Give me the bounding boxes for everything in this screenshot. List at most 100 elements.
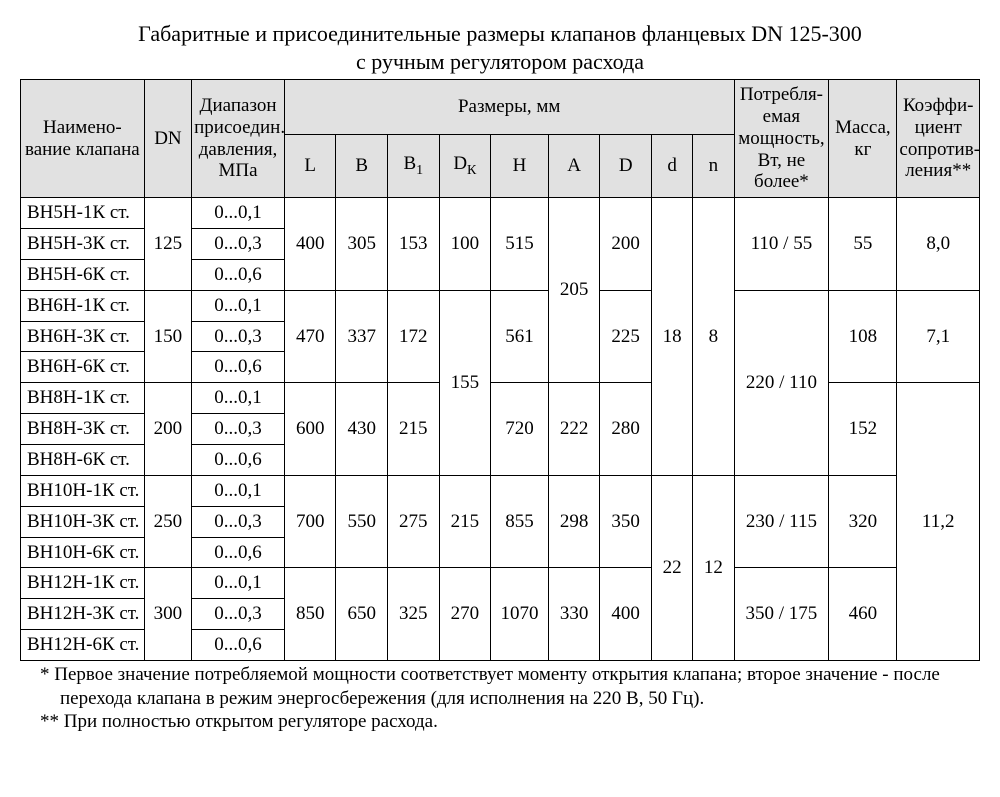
- col-d: d: [651, 135, 692, 198]
- cell-coef: 7,1: [897, 290, 980, 383]
- table-row: ВН8Н-1К ст. 200 0...0,1 600 430 215 720 …: [21, 383, 980, 414]
- footnote-star: * Первое значение потребляемой мощности …: [60, 663, 980, 711]
- cell-B1: 153: [388, 198, 440, 291]
- cell-power: 230 / 115: [734, 475, 829, 568]
- valve-name: ВН12Н-3К ст.: [21, 599, 145, 630]
- cell-B: 430: [336, 383, 388, 476]
- cell-pressure: 0...0,3: [192, 229, 285, 260]
- valve-name: ВН5Н-6К ст.: [21, 259, 145, 290]
- col-B1: B1: [388, 135, 440, 198]
- cell-power: 220 / 110: [734, 290, 829, 475]
- cell-pressure: 0...0,1: [192, 198, 285, 229]
- cell-D: 350: [600, 475, 652, 568]
- col-name: Наимено- вание клапана: [21, 80, 145, 198]
- cell-A: 222: [548, 383, 600, 476]
- cell-L: 600: [284, 383, 336, 476]
- cell-L: 850: [284, 568, 336, 661]
- table-row: ВН10Н-1К ст. 250 0...0,1 700 550 275 215…: [21, 475, 980, 506]
- title-line1: Габаритные и присоединительные размеры к…: [138, 21, 862, 46]
- cell-D: 280: [600, 383, 652, 476]
- valve-name: ВН10Н-6К ст.: [21, 537, 145, 568]
- col-Dk: DК: [439, 135, 491, 198]
- cell-Dk: 100: [439, 198, 491, 291]
- cell-mass: 152: [829, 383, 897, 476]
- cell-mass: 55: [829, 198, 897, 291]
- col-pressure: Диапазон присоедин. давления, МПа: [192, 80, 285, 198]
- cell-B: 550: [336, 475, 388, 568]
- cell-D: 200: [600, 198, 652, 291]
- page-title: Габаритные и присоединительные размеры к…: [20, 20, 980, 75]
- cell-L: 400: [284, 198, 336, 291]
- cell-H: 720: [491, 383, 549, 476]
- cell-mass: 460: [829, 568, 897, 661]
- cell-n: 8: [693, 198, 734, 476]
- cell-Dk: 270: [439, 568, 491, 661]
- valve-name: ВН6Н-1К ст.: [21, 290, 145, 321]
- cell-pressure: 0...0,6: [192, 537, 285, 568]
- cell-B: 305: [336, 198, 388, 291]
- cell-pressure: 0...0,1: [192, 475, 285, 506]
- cell-dn: 150: [144, 290, 191, 383]
- cell-B1: 325: [388, 568, 440, 661]
- col-H: H: [491, 135, 549, 198]
- cell-pressure: 0...0,3: [192, 506, 285, 537]
- valve-name: ВН8Н-6К ст.: [21, 444, 145, 475]
- cell-n: 12: [693, 475, 734, 660]
- cell-pressure: 0...0,3: [192, 414, 285, 445]
- cell-mass: 108: [829, 290, 897, 383]
- cell-A: 330: [548, 568, 600, 661]
- col-n: n: [693, 135, 734, 198]
- cell-dn: 125: [144, 198, 191, 291]
- cell-D: 400: [600, 568, 652, 661]
- col-B: B: [336, 135, 388, 198]
- valve-name: ВН5Н-3К ст.: [21, 229, 145, 260]
- cell-power: 350 / 175: [734, 568, 829, 661]
- valve-name: ВН12Н-6К ст.: [21, 630, 145, 661]
- cell-pressure: 0...0,3: [192, 321, 285, 352]
- cell-pressure: 0...0,1: [192, 568, 285, 599]
- cell-L: 700: [284, 475, 336, 568]
- col-power: Потребля- емая мощность, Вт, не более*: [734, 80, 829, 198]
- cell-dn: 300: [144, 568, 191, 661]
- cell-coef: 8,0: [897, 198, 980, 291]
- valve-name: ВН8Н-3К ст.: [21, 414, 145, 445]
- col-coef: Коэффи- циент сопротив- ления**: [897, 80, 980, 198]
- cell-B: 337: [336, 290, 388, 383]
- valve-name: ВН12Н-1К ст.: [21, 568, 145, 599]
- cell-mass: 320: [829, 475, 897, 568]
- valve-name: ВН8Н-1К ст.: [21, 383, 145, 414]
- valve-name: ВН5Н-1К ст.: [21, 198, 145, 229]
- valve-name: ВН10Н-3К ст.: [21, 506, 145, 537]
- title-line2: с ручным регулятором расхода: [356, 49, 644, 74]
- col-mass: Масса, кг: [829, 80, 897, 198]
- cell-power: 110 / 55: [734, 198, 829, 291]
- cell-pressure: 0...0,6: [192, 259, 285, 290]
- cell-B1: 215: [388, 383, 440, 476]
- cell-D: 225: [600, 290, 652, 383]
- cell-pressure: 0...0,1: [192, 383, 285, 414]
- footnote-dstar: ** При полностью открытом регуляторе рас…: [60, 710, 980, 734]
- col-D: D: [600, 135, 652, 198]
- cell-pressure: 0...0,6: [192, 444, 285, 475]
- cell-A: 298: [548, 475, 600, 568]
- col-L: L: [284, 135, 336, 198]
- cell-A: 205: [548, 198, 600, 383]
- cell-dn: 250: [144, 475, 191, 568]
- cell-d: 22: [651, 475, 692, 660]
- valve-name: ВН10Н-1К ст.: [21, 475, 145, 506]
- cell-H: 561: [491, 290, 549, 383]
- cell-pressure: 0...0,6: [192, 352, 285, 383]
- table-row: ВН6Н-1К ст. 150 0...0,1 470 337 172 155 …: [21, 290, 980, 321]
- cell-Dk: 155: [439, 290, 491, 475]
- col-A: A: [548, 135, 600, 198]
- table-row: ВН12Н-1К ст. 300 0...0,1 850 650 325 270…: [21, 568, 980, 599]
- cell-H: 1070: [491, 568, 549, 661]
- col-dn: DN: [144, 80, 191, 198]
- cell-B1: 275: [388, 475, 440, 568]
- col-dims-group: Размеры, мм: [284, 80, 734, 135]
- cell-dn: 200: [144, 383, 191, 476]
- cell-B: 650: [336, 568, 388, 661]
- cell-Dk: 215: [439, 475, 491, 568]
- cell-H: 515: [491, 198, 549, 291]
- valve-name: ВН6Н-3К ст.: [21, 321, 145, 352]
